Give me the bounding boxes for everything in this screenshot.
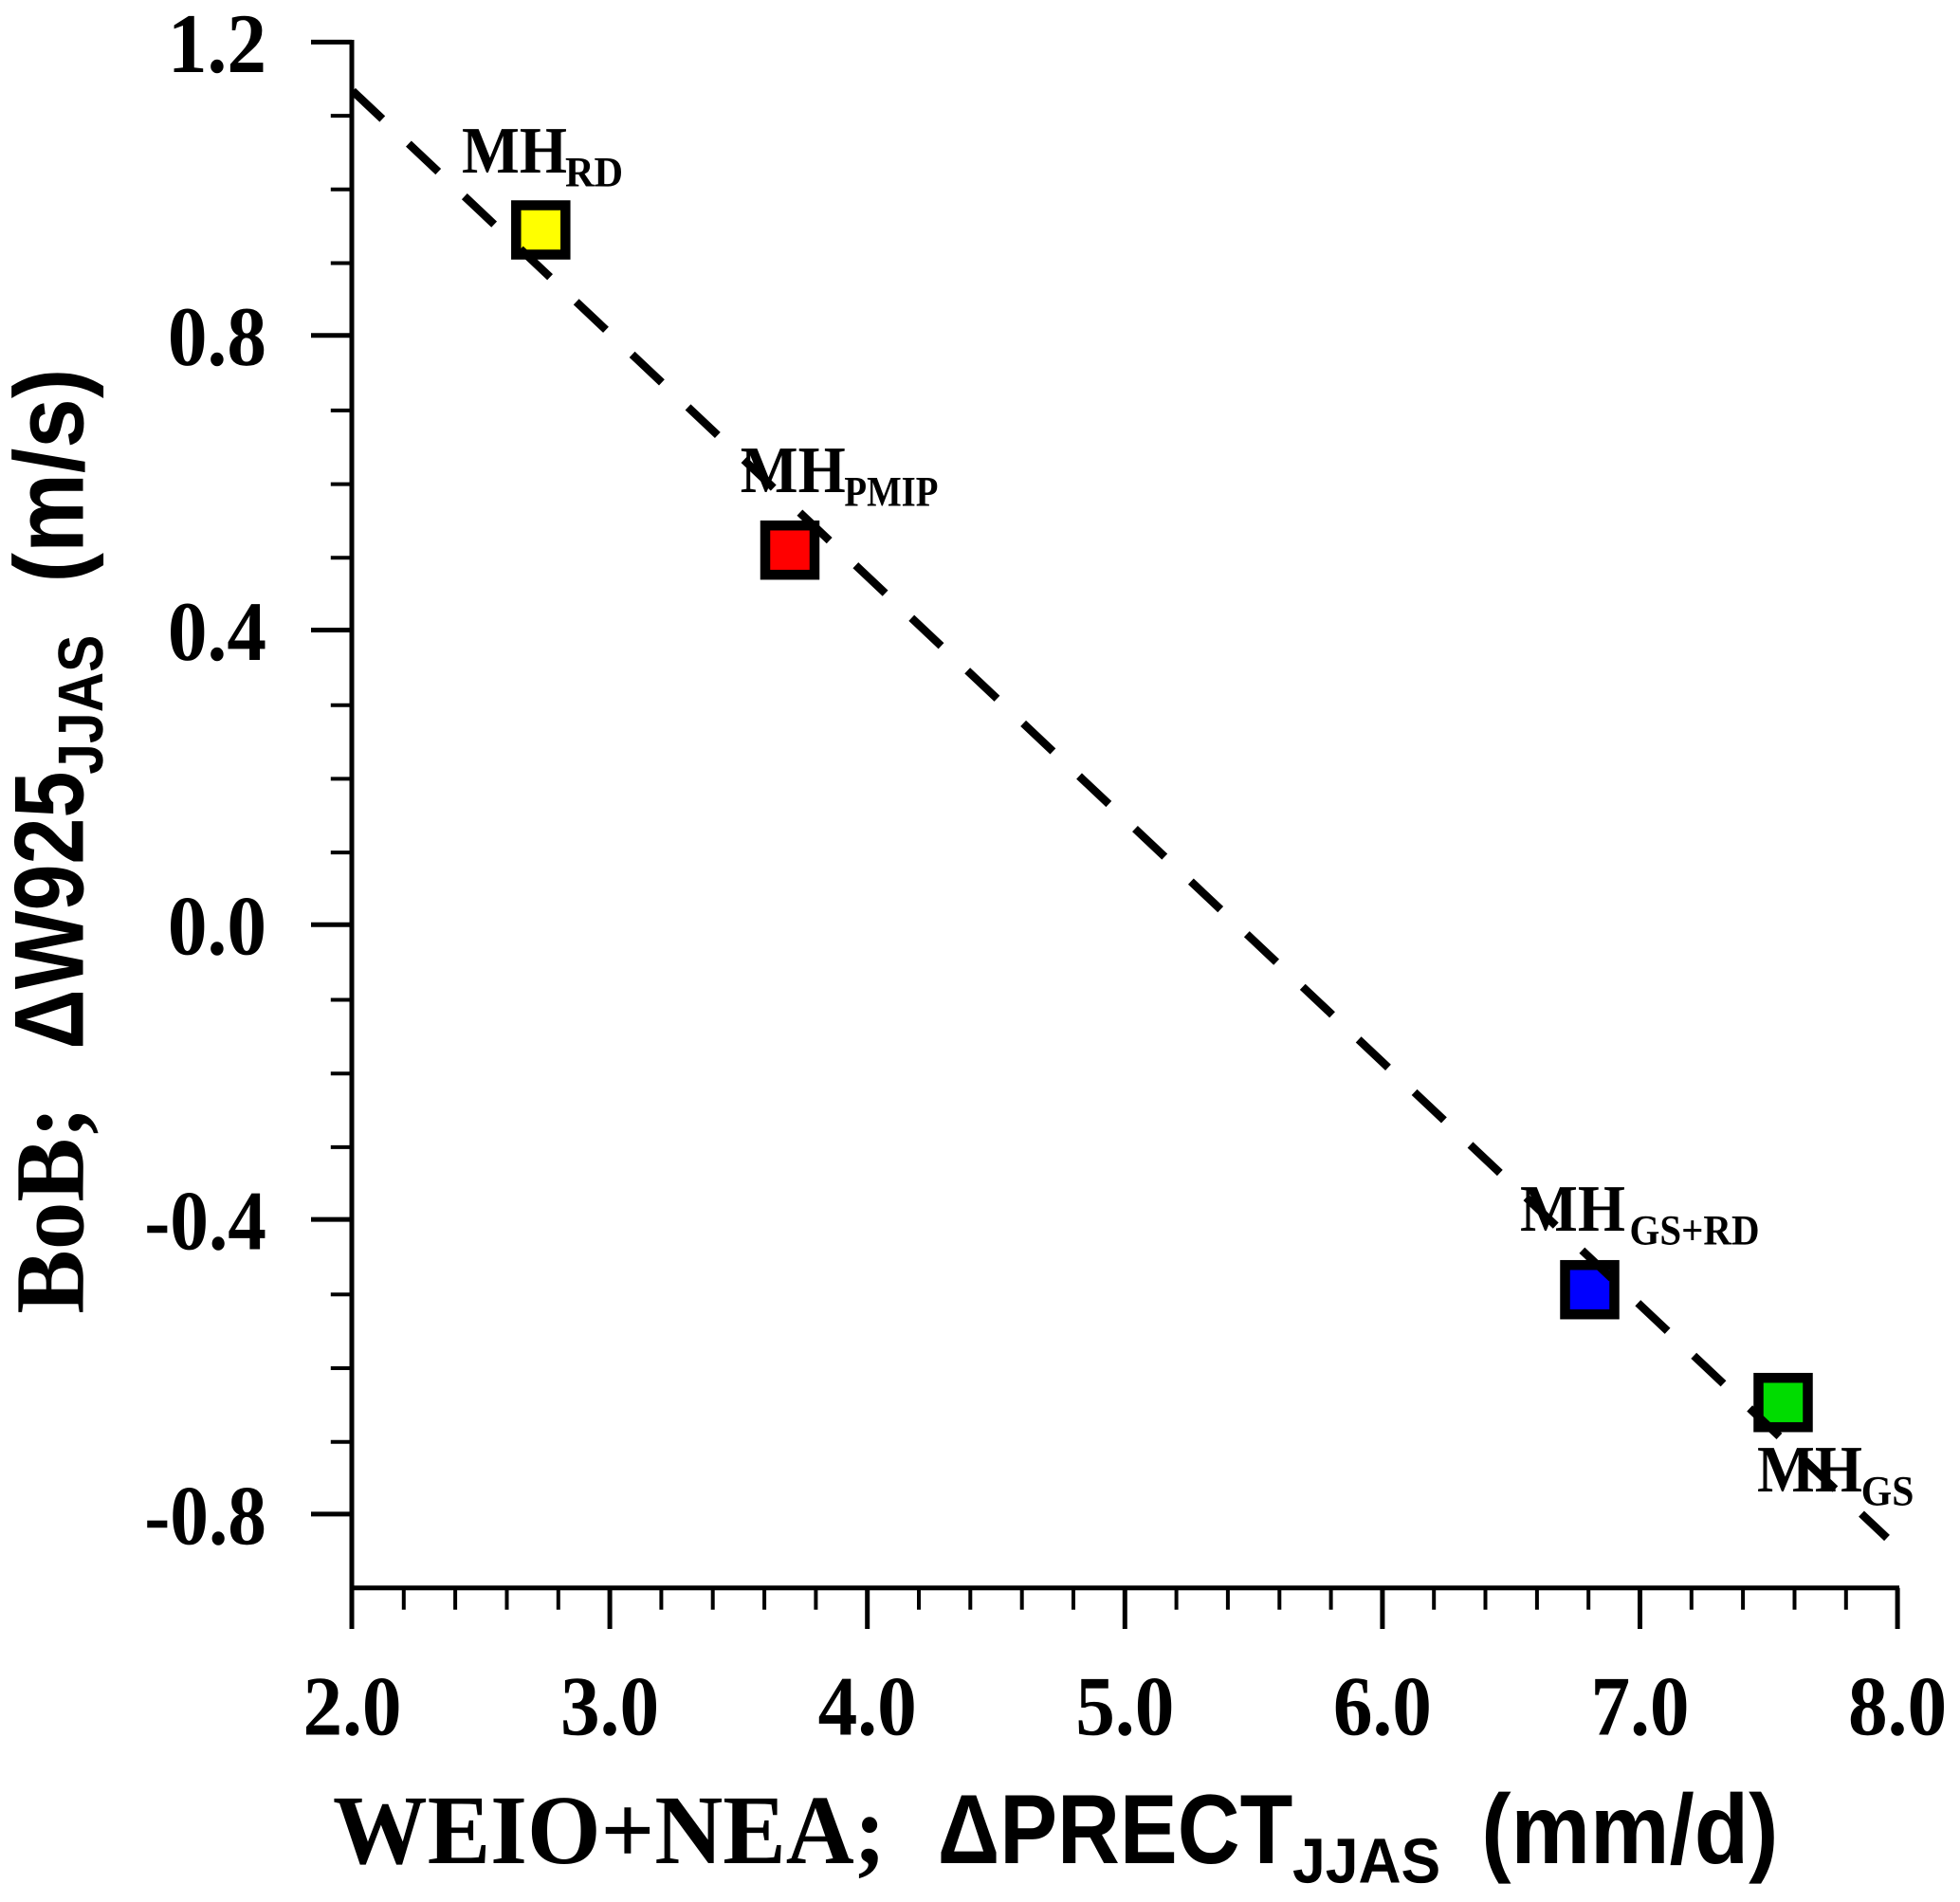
svg-text:BoB;: BoB; xyxy=(0,1106,105,1314)
svg-text:JJAS: JJAS xyxy=(1292,1826,1440,1897)
svg-text:PMIP: PMIP xyxy=(844,468,938,516)
svg-text:0.0: 0.0 xyxy=(168,880,266,974)
svg-text:0.4: 0.4 xyxy=(168,585,266,679)
svg-text:(mm/d): (mm/d) xyxy=(1481,1775,1778,1885)
svg-text:2.0: 2.0 xyxy=(302,1660,401,1754)
svg-text:-0.8: -0.8 xyxy=(144,1469,266,1563)
svg-text:JJAS: JJAS xyxy=(46,635,117,775)
svg-text:MH: MH xyxy=(1757,1434,1862,1507)
svg-text:ΔW925: ΔW925 xyxy=(0,772,105,1050)
svg-text:GS+RD: GS+RD xyxy=(1630,1207,1760,1254)
svg-text:7.0: 7.0 xyxy=(1590,1660,1689,1754)
svg-text:WEIO+NEA;: WEIO+NEA; xyxy=(333,1776,886,1885)
svg-text:ΔPRECT: ΔPRECT xyxy=(938,1775,1293,1885)
svg-text:3.0: 3.0 xyxy=(560,1660,659,1754)
svg-text:8.0: 8.0 xyxy=(1848,1660,1947,1754)
svg-text:RD: RD xyxy=(565,149,623,196)
svg-text:MH: MH xyxy=(1520,1173,1625,1246)
svg-text:1.2: 1.2 xyxy=(168,0,266,91)
svg-text:GS: GS xyxy=(1861,1468,1914,1515)
svg-text:-0.4: -0.4 xyxy=(144,1175,266,1269)
svg-text:0.8: 0.8 xyxy=(168,290,266,384)
svg-text:4.0: 4.0 xyxy=(818,1660,917,1754)
svg-text:(m/s): (m/s) xyxy=(0,369,105,583)
svg-text:MH: MH xyxy=(462,115,567,188)
svg-text:MH: MH xyxy=(741,434,846,507)
svg-text:5.0: 5.0 xyxy=(1075,1660,1174,1754)
svg-text:6.0: 6.0 xyxy=(1333,1660,1432,1754)
